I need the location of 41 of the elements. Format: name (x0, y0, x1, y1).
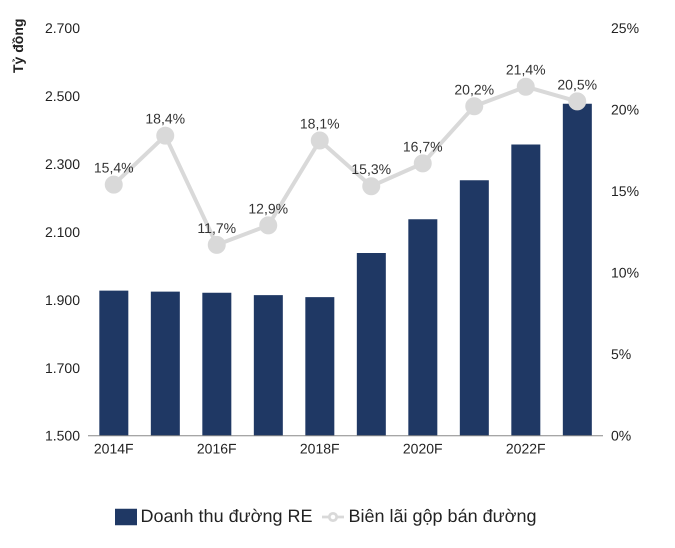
point (362, 177, 380, 196)
y2-tick-label: 10% (611, 264, 640, 281)
data-label: 11,7% (197, 220, 236, 236)
point (310, 132, 329, 150)
y-tick-label: 2.100 (44, 224, 80, 240)
y-axis-title: Tỷ đồng (10, 18, 26, 73)
y-tick-label: 2.300 (44, 156, 80, 172)
point (516, 78, 535, 96)
x-tick-label: 2014F (94, 440, 134, 457)
point (568, 92, 586, 110)
x-tick-label: 2018F (300, 440, 340, 457)
y-tick-label: 2.500 (44, 88, 80, 104)
legend-label: Doanh thu đường RE (140, 506, 312, 526)
y2-tick-label: 0% (611, 428, 632, 444)
point (259, 216, 278, 234)
point (104, 176, 123, 194)
point (414, 154, 432, 172)
x-tick-label: 2020F (402, 440, 443, 457)
x-tick-label: 2016F (196, 440, 237, 457)
point (208, 236, 226, 254)
data-label: 16,7% (402, 138, 443, 154)
data-label: 18,4% (145, 110, 186, 127)
y2-tick-label: 15% (611, 183, 640, 200)
y2-tick-label: 5% (611, 346, 632, 362)
y2-tick-label: 25% (611, 20, 640, 36)
data-label: 15,3% (351, 161, 392, 178)
y-tick-label: 1.700 (44, 360, 80, 376)
data-label: 18,1% (300, 116, 340, 132)
x-tick-label: 2022F (506, 440, 546, 457)
data-label: 21,4% (506, 62, 546, 78)
data-label: 15,4% (94, 160, 134, 176)
y-tick-label: 1.500 (44, 428, 80, 444)
point (156, 126, 174, 145)
y-tick-label: 1.900 (44, 292, 80, 308)
legend-label: Biên lãi gộp bán đường (348, 506, 536, 526)
y2-tick-label: 20% (611, 102, 640, 118)
data-label: 20,2% (454, 81, 494, 98)
point (465, 97, 484, 116)
data-label: 20,5% (557, 76, 598, 92)
y-tick-label: 2.700 (44, 20, 80, 36)
data-label: 12,9% (248, 200, 288, 216)
